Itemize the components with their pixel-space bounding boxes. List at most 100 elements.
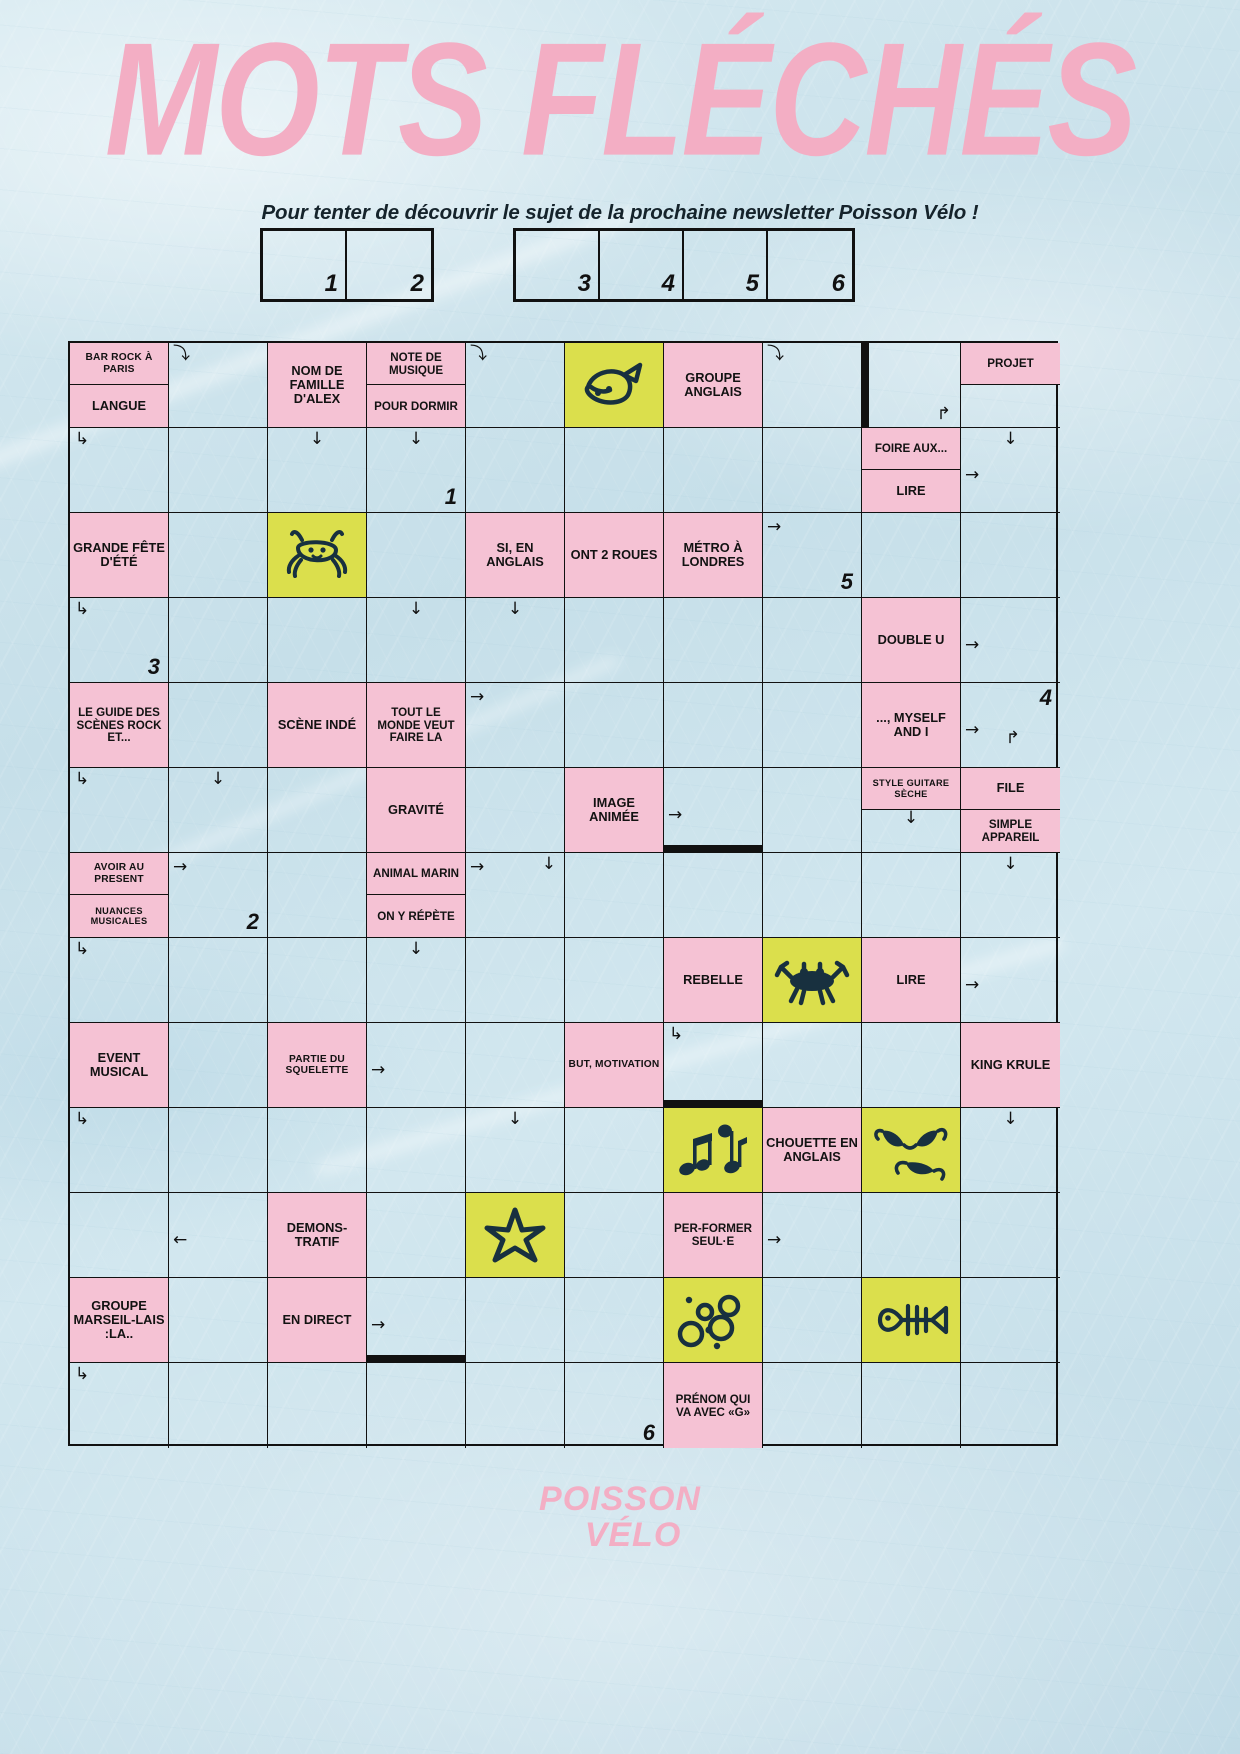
- grid-cell[interactable]: ⤵: [169, 343, 268, 428]
- grid-cell[interactable]: ↳: [70, 938, 169, 1023]
- grid-cell[interactable]: 6: [565, 1363, 664, 1448]
- grid-cell[interactable]: →: [961, 598, 1060, 683]
- grid-cell[interactable]: → 5: [763, 513, 862, 598]
- grid-cell[interactable]: → ↓: [961, 428, 1060, 513]
- grid-cell[interactable]: PROJET: [961, 343, 1060, 428]
- grid-cell[interactable]: [961, 1193, 1060, 1278]
- grid-cell[interactable]: [763, 768, 862, 853]
- grid-cell[interactable]: [367, 1108, 466, 1193]
- grid-cell[interactable]: DEMONS-TRATIF: [268, 1193, 367, 1278]
- grid-cell[interactable]: KING KRULE: [961, 1023, 1060, 1108]
- grid-cell[interactable]: [466, 1363, 565, 1448]
- grid-cell[interactable]: → ↓: [466, 853, 565, 938]
- grid-cell[interactable]: →: [664, 768, 763, 853]
- grid-cell[interactable]: ↳: [664, 1023, 763, 1108]
- grid-cell[interactable]: [961, 1363, 1060, 1448]
- grid-cell[interactable]: ↓: [961, 853, 1060, 938]
- grid-cell[interactable]: [268, 1108, 367, 1193]
- answer-cell[interactable]: 1: [263, 231, 347, 299]
- grid-cell[interactable]: [268, 1363, 367, 1448]
- grid-cell[interactable]: [763, 1023, 862, 1108]
- grid-cell[interactable]: [961, 513, 1060, 598]
- grid-cell[interactable]: ↳: [70, 428, 169, 513]
- grid-cell-illustration[interactable]: [268, 513, 367, 598]
- grid-cell[interactable]: [367, 1193, 466, 1278]
- grid-cell[interactable]: [169, 938, 268, 1023]
- grid-cell[interactable]: [565, 1278, 664, 1363]
- grid-cell[interactable]: [862, 1023, 961, 1108]
- grid-cell[interactable]: STYLE GUITARE SÈCHE ↓: [862, 768, 961, 853]
- grid-cell[interactable]: [565, 1108, 664, 1193]
- grid-cell[interactable]: [565, 598, 664, 683]
- grid-cell[interactable]: [763, 1278, 862, 1363]
- grid-cell[interactable]: [466, 938, 565, 1023]
- grid-cell[interactable]: [664, 683, 763, 768]
- grid-cell[interactable]: [664, 598, 763, 683]
- grid-cell[interactable]: [862, 1363, 961, 1448]
- answer-cell[interactable]: 4: [600, 231, 684, 299]
- grid-cell[interactable]: [466, 1023, 565, 1108]
- grid-cell[interactable]: [466, 768, 565, 853]
- grid-cell[interactable]: [763, 428, 862, 513]
- grid-cell[interactable]: ↳ 3: [70, 598, 169, 683]
- answer-cell[interactable]: 2: [347, 231, 431, 299]
- grid-cell[interactable]: → 4 ↱: [961, 683, 1060, 768]
- grid-cell[interactable]: SCÈNE INDÉ: [268, 683, 367, 768]
- grid-cell[interactable]: [862, 1193, 961, 1278]
- grid-cell-illustration[interactable]: [565, 343, 664, 428]
- grid-cell-illustration[interactable]: [664, 1108, 763, 1193]
- grid-cell[interactable]: [169, 598, 268, 683]
- grid-cell[interactable]: [565, 428, 664, 513]
- grid-cell[interactable]: [169, 513, 268, 598]
- grid-cell[interactable]: [565, 1193, 664, 1278]
- grid-cell[interactable]: ⤵: [763, 343, 862, 428]
- grid-cell[interactable]: DOUBLE U: [862, 598, 961, 683]
- grid-cell[interactable]: ↳: [70, 1108, 169, 1193]
- grid-cell[interactable]: [268, 938, 367, 1023]
- grid-cell[interactable]: [268, 768, 367, 853]
- grid-cell[interactable]: [466, 428, 565, 513]
- grid-cell[interactable]: EN DIRECT: [268, 1278, 367, 1363]
- grid-cell[interactable]: [169, 428, 268, 513]
- grid-cell[interactable]: IMAGE ANIMÉE: [565, 768, 664, 853]
- grid-cell[interactable]: SI, EN ANGLAIS: [466, 513, 565, 598]
- grid-cell[interactable]: EVENT MUSICAL: [70, 1023, 169, 1108]
- grid-cell[interactable]: [466, 1278, 565, 1363]
- grid-cell[interactable]: [169, 1108, 268, 1193]
- answer-cell[interactable]: 3: [516, 231, 600, 299]
- grid-cell[interactable]: GROUPE ANGLAIS: [664, 343, 763, 428]
- grid-cell-illustration[interactable]: [664, 1278, 763, 1363]
- grid-cell[interactable]: ANIMAL MARIN ON Y RÉPÈTE: [367, 853, 466, 938]
- grid-cell[interactable]: [763, 683, 862, 768]
- grid-cell[interactable]: [862, 853, 961, 938]
- grid-cell[interactable]: ..., MYSELF AND I: [862, 683, 961, 768]
- grid-cell[interactable]: CHOUETTE EN ANGLAIS: [763, 1108, 862, 1193]
- grid-cell[interactable]: REBELLE: [664, 938, 763, 1023]
- grid-cell[interactable]: ⤵: [466, 343, 565, 428]
- grid-cell[interactable]: [862, 513, 961, 598]
- grid-cell-illustration[interactable]: [862, 1278, 961, 1363]
- grid-cell[interactable]: ↓: [268, 428, 367, 513]
- grid-cell-illustration[interactable]: [466, 1193, 565, 1278]
- grid-cell[interactable]: [664, 428, 763, 513]
- grid-cell[interactable]: BAR ROCK À PARIS LANGUE: [70, 343, 169, 428]
- grid-cell[interactable]: GRAVITÉ: [367, 768, 466, 853]
- grid-cell[interactable]: LIRE: [862, 938, 961, 1023]
- grid-cell[interactable]: ↓: [367, 938, 466, 1023]
- grid-cell-illustration[interactable]: [862, 1108, 961, 1193]
- grid-cell[interactable]: ↱: [862, 343, 961, 428]
- answer-cell[interactable]: 6: [768, 231, 852, 299]
- grid-cell[interactable]: →: [367, 1278, 466, 1363]
- grid-cell[interactable]: [70, 1193, 169, 1278]
- grid-cell[interactable]: PER-FORMER SEUL·E: [664, 1193, 763, 1278]
- grid-cell[interactable]: →: [763, 1193, 862, 1278]
- grid-cell[interactable]: ONT 2 ROUES: [565, 513, 664, 598]
- grid-cell[interactable]: ↳: [70, 1363, 169, 1448]
- grid-cell[interactable]: →: [961, 938, 1060, 1023]
- grid-cell[interactable]: TOUT LE MONDE VEUT FAIRE LA: [367, 683, 466, 768]
- grid-cell[interactable]: ←: [169, 1193, 268, 1278]
- grid-cell[interactable]: FILE SIMPLE APPAREIL: [961, 768, 1060, 853]
- grid-cell[interactable]: [763, 853, 862, 938]
- grid-cell[interactable]: [664, 853, 763, 938]
- grid-cell[interactable]: [961, 1278, 1060, 1363]
